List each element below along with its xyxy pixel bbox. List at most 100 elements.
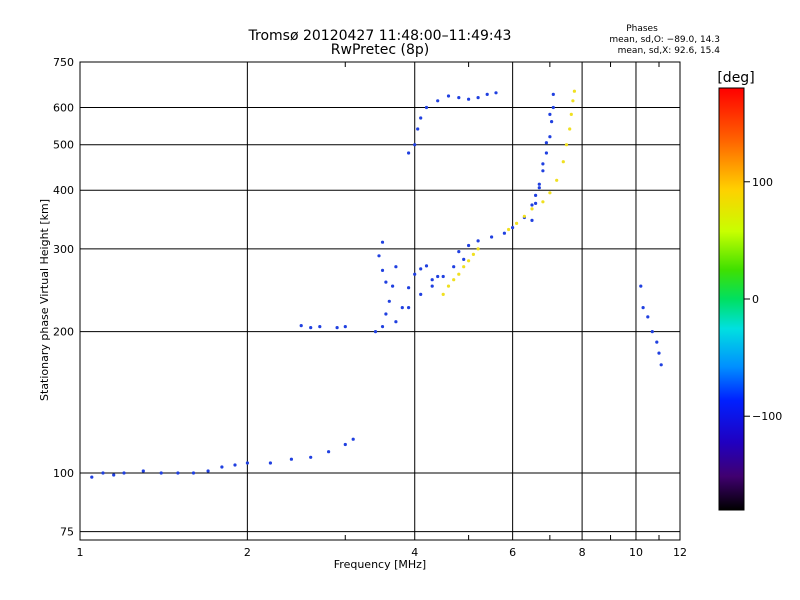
o-mode-point	[457, 250, 461, 254]
y-tick-label: 600	[53, 102, 74, 115]
o-mode-point	[441, 274, 445, 279]
o-mode-point	[659, 363, 663, 367]
o-mode-point	[430, 284, 434, 288]
o-mode-point	[176, 471, 180, 475]
o-mode-point	[490, 235, 494, 239]
o-mode-point	[112, 473, 116, 477]
x-axis-label: Frequency [MHz]	[334, 558, 426, 571]
chart-title: Tromsø 20120427 11:48:00–11:49:43	[248, 28, 512, 44]
x-tick-label: 6	[509, 546, 516, 559]
o-mode-point	[416, 127, 420, 131]
x-tick-label: 2	[244, 546, 251, 559]
x-mode-point	[555, 178, 559, 182]
phases-stats-x: mean, sd,X: 92.6, 15.4	[618, 46, 721, 56]
o-mode-point	[373, 330, 378, 334]
o-mode-point	[544, 151, 549, 155]
o-mode-point	[380, 268, 385, 272]
o-mode-point	[101, 471, 105, 475]
o-mode-point	[245, 461, 249, 465]
o-mode-point	[551, 105, 555, 110]
o-mode-point	[268, 461, 272, 465]
o-mode-point	[206, 469, 210, 473]
o-mode-point	[380, 240, 385, 244]
x-mode-point	[471, 252, 475, 256]
o-mode-point	[510, 226, 515, 230]
o-mode-point	[191, 471, 196, 475]
o-mode-point	[233, 463, 237, 467]
o-mode-point	[327, 450, 331, 454]
o-mode-point	[351, 437, 355, 441]
colorbar-label: [deg]	[717, 70, 754, 86]
o-mode-point	[384, 312, 388, 316]
y-tick-label: 75	[60, 526, 74, 539]
phases-title: Phases	[626, 24, 658, 34]
o-mode-point	[309, 455, 313, 459]
x-mode-point	[571, 99, 575, 103]
colorbar	[718, 87, 745, 511]
o-mode-point	[457, 96, 461, 100]
o-mode-point	[494, 91, 498, 95]
o-mode-point	[122, 471, 126, 475]
o-mode-point	[485, 92, 489, 96]
o-mode-point	[419, 292, 423, 296]
o-mode-point	[467, 97, 471, 101]
colorbar-tick-label: −100	[752, 410, 782, 423]
o-mode-point	[407, 151, 411, 155]
o-mode-point	[655, 340, 659, 344]
x-mode-point	[522, 214, 527, 218]
x-mode-point	[515, 221, 519, 225]
x-mode-point	[452, 278, 456, 282]
y-tick-label: 300	[53, 243, 74, 256]
o-mode-point	[641, 306, 645, 310]
o-mode-point	[530, 218, 534, 222]
o-mode-point	[646, 315, 650, 319]
x-mode-point	[572, 89, 577, 93]
o-mode-point	[657, 351, 661, 355]
o-mode-point	[391, 284, 395, 288]
o-mode-point	[419, 267, 423, 271]
o-mode-point	[541, 162, 545, 166]
o-mode-point	[476, 96, 480, 100]
data-points	[90, 89, 663, 479]
o-mode-point	[318, 325, 322, 329]
o-mode-point	[530, 203, 534, 207]
x-mode-point	[446, 284, 451, 288]
o-mode-point	[289, 457, 293, 461]
y-tick-label: 100	[53, 467, 74, 480]
o-mode-point	[537, 182, 541, 186]
colorbar-tick-label: 0	[752, 293, 759, 306]
x-tick-label: 4	[411, 546, 418, 559]
o-mode-point	[380, 325, 385, 329]
o-mode-point	[534, 193, 538, 197]
o-mode-point	[387, 299, 391, 303]
x-tick-label: 8	[579, 546, 586, 559]
o-mode-point	[394, 320, 398, 324]
chart-subtitle: RwPretec (8p)	[331, 42, 429, 58]
y-tick-label: 200	[53, 326, 74, 339]
x-mode-point	[561, 160, 565, 164]
o-mode-point	[141, 469, 145, 473]
o-mode-point	[537, 186, 541, 190]
o-mode-point	[90, 475, 94, 479]
o-mode-point	[407, 306, 411, 310]
o-mode-point	[436, 99, 440, 103]
y-axis-label: Stationary phase Virtual Height [km]	[38, 199, 51, 401]
o-mode-point	[343, 325, 347, 329]
o-mode-point	[343, 442, 347, 447]
o-mode-point	[430, 278, 434, 282]
plot-frame	[79, 61, 681, 541]
x-mode-point	[476, 247, 480, 251]
o-mode-point	[544, 141, 549, 145]
o-mode-point	[502, 231, 506, 235]
o-mode-point	[309, 326, 313, 330]
o-mode-point	[650, 330, 654, 334]
o-mode-point	[446, 94, 451, 98]
colorbar-ticks: 100 0 −100	[744, 176, 782, 423]
x-mode-point	[462, 265, 466, 269]
o-mode-point	[452, 265, 456, 269]
x-tick-label: 1	[77, 546, 84, 559]
phases-stats-o: mean, sd,O: −89.0, 14.3	[609, 35, 720, 45]
o-mode-point	[299, 324, 303, 328]
x-mode-point	[530, 207, 534, 211]
